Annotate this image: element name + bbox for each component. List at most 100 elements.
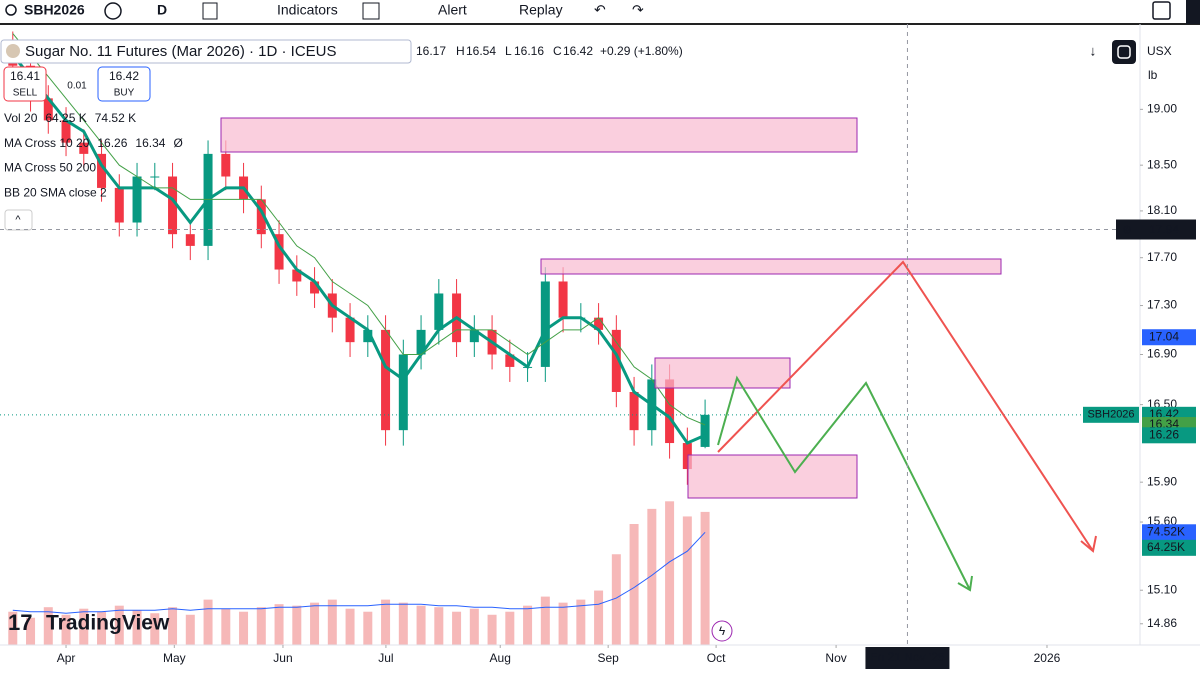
alert-button[interactable]: Alert bbox=[438, 2, 467, 18]
events-icon[interactable] bbox=[711, 620, 733, 642]
projection-path[interactable] bbox=[717, 260, 1094, 552]
redo[interactable]: ↷ bbox=[632, 2, 644, 18]
chart-type-icon[interactable] bbox=[202, 2, 218, 20]
candle-body bbox=[381, 329, 391, 431]
zone-rectangle[interactable] bbox=[540, 258, 1002, 275]
brand: 17 TradingView ϟ bbox=[8, 610, 733, 642]
legend: Sugar No. 11 Futures (Mar 2026) · 1D · I… bbox=[0, 39, 683, 231]
x-tick-label: Sep bbox=[597, 651, 619, 665]
candle-body bbox=[398, 354, 408, 431]
volume-bar bbox=[97, 611, 107, 645]
ohlc-close-label: C bbox=[553, 44, 562, 58]
candle-body bbox=[310, 281, 320, 294]
symbol-box[interactable] bbox=[0, 39, 412, 64]
symbol[interactable]: SBH2026 bbox=[24, 2, 85, 18]
volume-ma-line bbox=[12, 531, 706, 614]
volume-bar bbox=[558, 602, 568, 645]
volume-bar bbox=[327, 599, 337, 645]
download-icon[interactable]: ↓ bbox=[1090, 43, 1097, 59]
indicators-button[interactable]: Indicators bbox=[277, 2, 338, 18]
volume-bar bbox=[594, 590, 604, 645]
volume-bar bbox=[487, 614, 497, 645]
add-symbol[interactable] bbox=[104, 2, 122, 20]
candle-body bbox=[292, 269, 302, 282]
volume-bar bbox=[576, 599, 586, 645]
candle-body bbox=[43, 98, 53, 121]
crosshair-x-label: Fri 21 Nov '25 bbox=[870, 650, 945, 664]
volume-bar bbox=[168, 607, 178, 645]
volume-bar bbox=[8, 611, 18, 645]
symbol-title: Sugar No. 11 Futures (Mar 2026) · 1D · I… bbox=[25, 43, 337, 60]
layout-icon[interactable] bbox=[1152, 1, 1171, 20]
volume-bar bbox=[79, 608, 89, 645]
candle-body bbox=[114, 187, 124, 223]
volume-bar bbox=[132, 610, 142, 645]
sell-button[interactable] bbox=[3, 66, 47, 102]
volume-bar bbox=[274, 604, 284, 645]
arrow-head bbox=[1080, 535, 1097, 553]
volume-bar bbox=[61, 614, 71, 645]
ohlc-high: 16.54 bbox=[466, 44, 496, 58]
indicator-value: 16.26 bbox=[97, 136, 127, 150]
ohlc-change: +0.29 (+1.80%) bbox=[600, 44, 683, 58]
symbol-tag: SBH2026 bbox=[1087, 409, 1134, 421]
search-icon[interactable] bbox=[5, 4, 17, 16]
candle-body bbox=[363, 329, 373, 343]
y-tick-label: 14.86 bbox=[1147, 616, 1177, 630]
fullscreen-button[interactable] bbox=[1112, 40, 1136, 64]
candle-body bbox=[185, 234, 195, 246]
candle-body bbox=[274, 234, 284, 270]
volume-bar bbox=[43, 607, 53, 645]
candle-body bbox=[132, 176, 142, 223]
currency[interactable]: USX bbox=[1147, 44, 1172, 58]
replay-button[interactable]: Replay bbox=[519, 2, 563, 18]
ohlc-open: 16.17 bbox=[416, 44, 446, 58]
fullscreen-icon bbox=[1117, 45, 1131, 59]
volume-label-bg bbox=[1142, 524, 1196, 541]
plot-area bbox=[0, 31, 1140, 645]
toolbar: SBH2026 D Indicators Alert Replay ↶ ↷ bbox=[0, 0, 1200, 25]
sell-price: 16.41 bbox=[10, 69, 40, 83]
zone-rectangle[interactable] bbox=[687, 454, 858, 499]
candle-body bbox=[700, 414, 710, 447]
volume-bar bbox=[26, 617, 36, 645]
sell-label: SELL bbox=[13, 88, 38, 99]
volume-bar bbox=[700, 511, 710, 645]
price-label: 16.26 bbox=[1149, 427, 1179, 441]
y-tick-label: 17.30 bbox=[1147, 298, 1177, 312]
volume-bar bbox=[523, 605, 533, 645]
volume-bar bbox=[185, 614, 195, 645]
volume-bar bbox=[239, 611, 249, 645]
templates-icon[interactable] bbox=[362, 2, 380, 20]
crosshair-x-label-bg bbox=[865, 647, 950, 669]
volume-bar bbox=[363, 611, 373, 645]
volume-bar bbox=[203, 599, 213, 645]
ohlc-high-label: H bbox=[456, 44, 465, 58]
y-tick-label: 18.10 bbox=[1147, 203, 1177, 217]
volume-bar bbox=[416, 605, 426, 645]
candle-body bbox=[540, 281, 550, 367]
window-edge bbox=[1186, 0, 1200, 24]
unit[interactable]: lb bbox=[1148, 68, 1158, 82]
interval[interactable]: D bbox=[157, 2, 167, 18]
volume-label: 64.25K bbox=[1147, 540, 1185, 554]
zone-rectangle[interactable] bbox=[220, 117, 858, 153]
candle-body bbox=[682, 443, 692, 470]
candle-body bbox=[558, 281, 568, 318]
volume-bar bbox=[665, 501, 675, 645]
buy-label: BUY bbox=[114, 88, 135, 99]
buy-button[interactable] bbox=[97, 66, 151, 102]
undo[interactable]: ↶ bbox=[594, 2, 606, 18]
volume-bar bbox=[452, 611, 462, 645]
ma-line bbox=[12, 33, 706, 426]
brand-name: TradingView bbox=[46, 612, 170, 635]
drawings bbox=[220, 117, 1097, 592]
price-label-bg bbox=[1142, 427, 1196, 444]
projection-path[interactable] bbox=[717, 375, 971, 591]
scale-controls: ↓ USX lb bbox=[1090, 40, 1172, 82]
zone-rectangle[interactable] bbox=[654, 357, 791, 389]
volume-bar bbox=[682, 516, 692, 645]
